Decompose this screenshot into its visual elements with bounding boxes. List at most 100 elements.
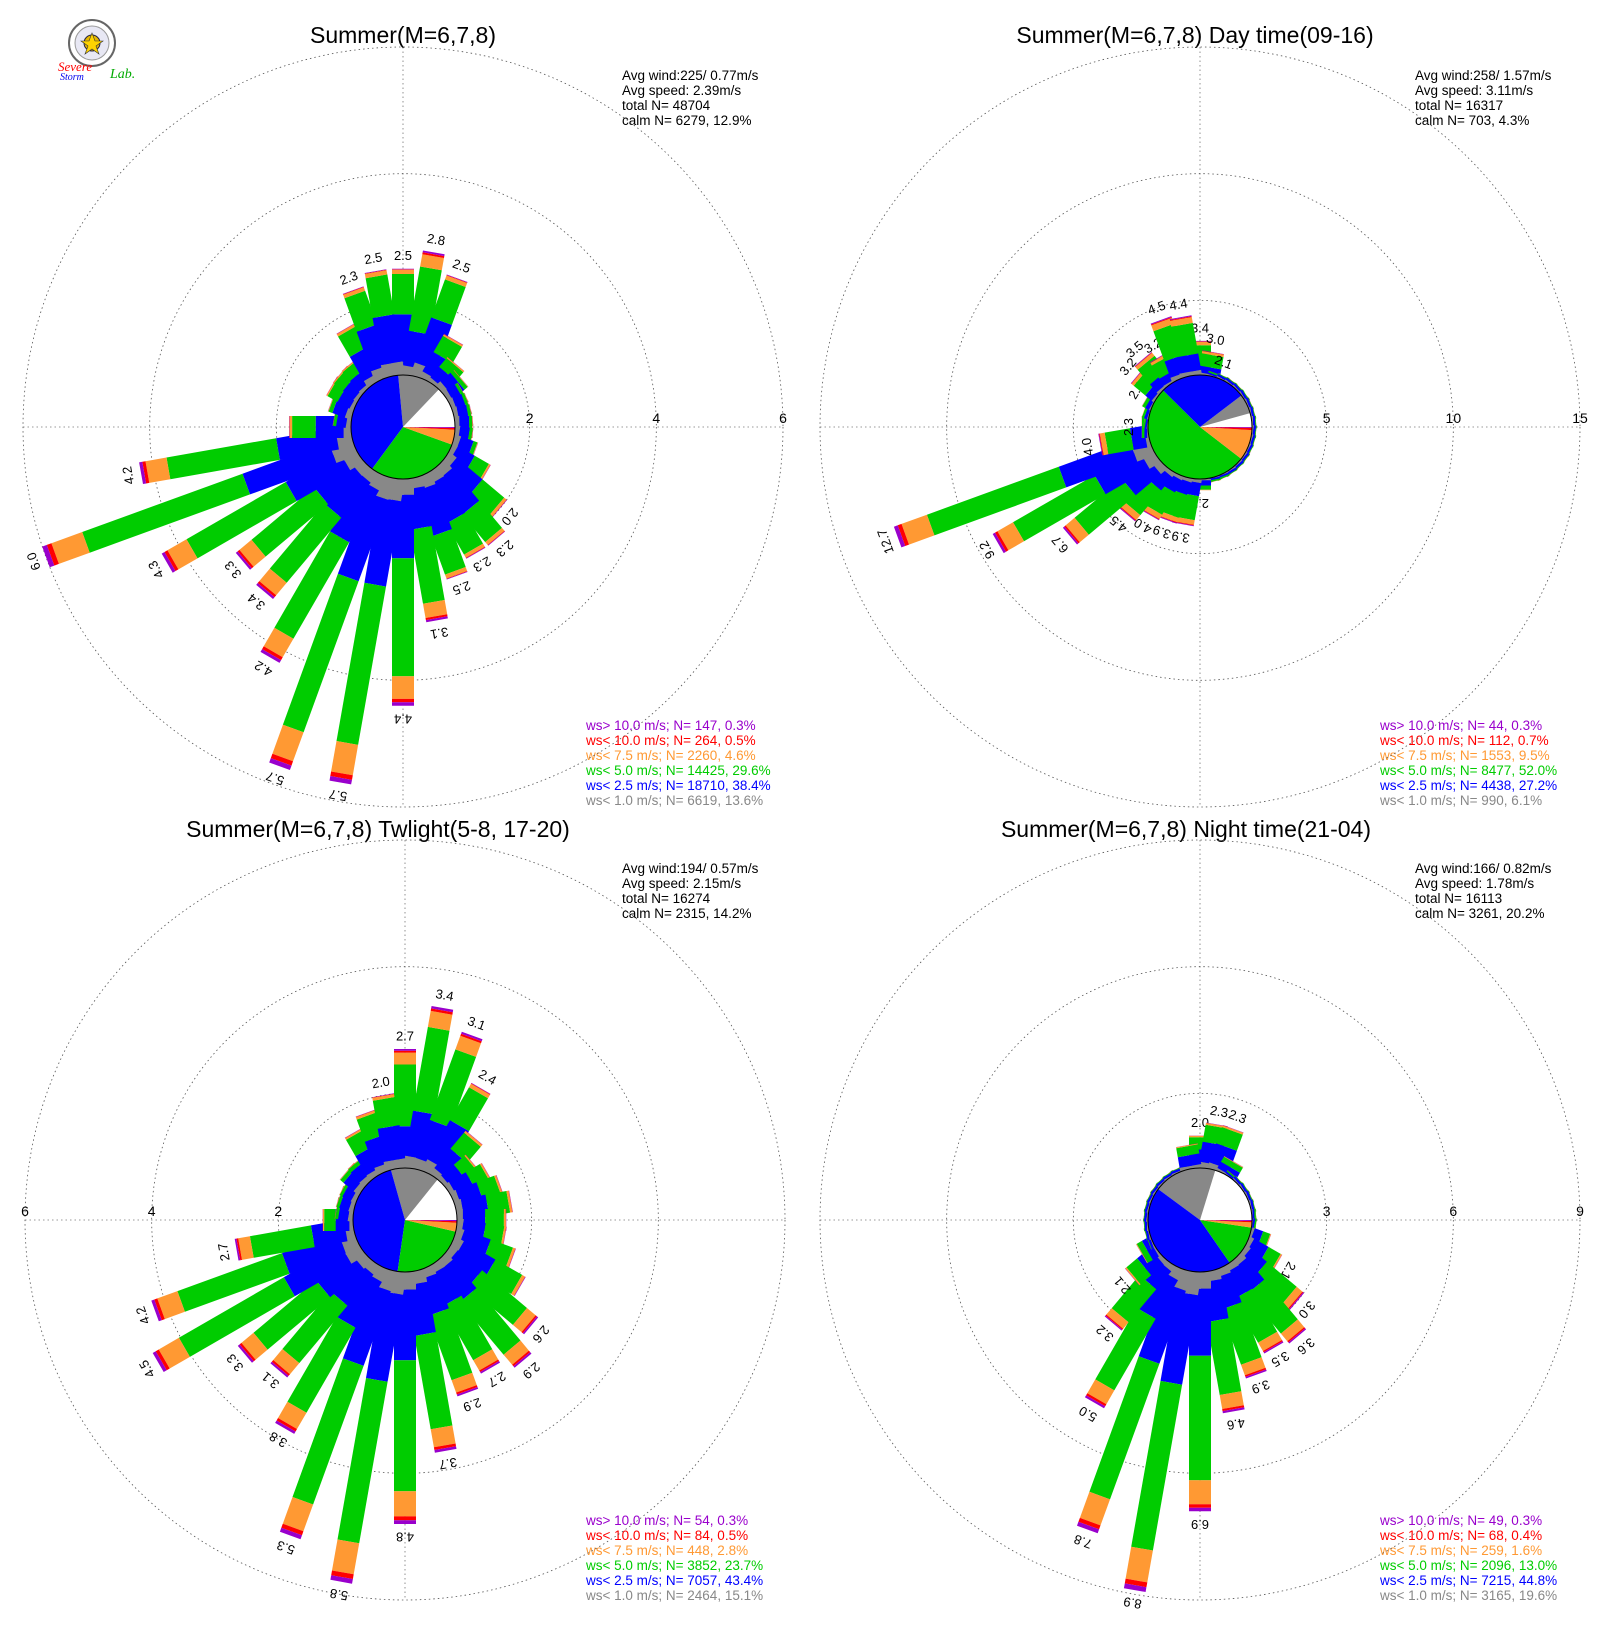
legend-lt2_5: ws< 2.5 m/s; N= 18710, 38.4% [585, 778, 771, 793]
ring-10 [946, 173, 1454, 681]
seg-gt-10 [330, 1575, 353, 1584]
seg-lt-7_5 [372, 1094, 395, 1101]
bar-dir-200 [1077, 1265, 1193, 1534]
seg-lt-5 [336, 582, 386, 745]
seg-lt-7_5 [355, 1109, 378, 1120]
pie-slice-calm [403, 389, 455, 427]
ring-4 [149, 173, 657, 681]
panel-summer-day: Summer(M=6,7,8) Day time(09-16) Avg wind… [819, 22, 1588, 808]
panel-summer-night: Summer(M=6,7,8) Night time(21-04) Avg wi… [819, 816, 1584, 1612]
seg-lt-5 [1199, 353, 1224, 370]
ring-15 [819, 46, 1581, 808]
seg-lt-10 [1172, 521, 1194, 526]
ring-label: 6 [779, 410, 787, 426]
seg-lt-5 [394, 1360, 416, 1492]
seg-lt-5 [282, 573, 359, 733]
seg-lt-7_5 [511, 1274, 525, 1296]
seg-gt-10 [502, 1226, 507, 1249]
seg-lt-10 [1248, 435, 1257, 457]
seg-lt-2_5 [1136, 1269, 1178, 1319]
panel-title: Summer(M=6,7,8) [310, 22, 496, 48]
ring-label: 4 [148, 1203, 156, 1219]
seg-lt-10 [239, 1342, 256, 1362]
seg-gt-10 [514, 1276, 526, 1296]
seg-lt-7_5 [1189, 1480, 1211, 1505]
bar-label: 2.3 [1227, 1106, 1249, 1126]
stats-block: Avg wind:194/ 0.57m/s Avg speed: 2.15m/s… [622, 861, 759, 921]
seg-lt-10 [392, 698, 414, 703]
seg-lt-5 [1189, 1355, 1211, 1481]
seg-lt-5 [365, 274, 395, 318]
ring-label: 2 [526, 410, 534, 426]
seg-lt-10 [331, 1570, 354, 1579]
ring-label: 6 [1449, 1203, 1457, 1219]
calm-pie-outline [1147, 374, 1253, 480]
bar-dir-200 [269, 472, 396, 770]
legend-gt10: ws> 10.0 m/s; N= 49, 0.3% [1379, 1513, 1542, 1528]
seg-lt-5 [1220, 1156, 1243, 1173]
legend-lt1: ws< 1.0 m/s; N= 6619, 13.6% [585, 793, 763, 808]
stat-avg-speed: Avg speed: 3.11m/s [1415, 83, 1533, 98]
seg-lt-5 [1136, 1240, 1153, 1263]
legend-gt10: ws> 10.0 m/s; N= 147, 0.3% [585, 718, 756, 733]
bar-dir-190 [1123, 1269, 1202, 1592]
seg-lt-2_5 [1177, 1153, 1202, 1168]
bar-label: 5.0 [1076, 1403, 1099, 1425]
seg-lt-5 [484, 1259, 523, 1294]
seg-lt-2_5 [364, 497, 401, 587]
ring-label: 6 [21, 1203, 29, 1219]
seg-lt-10 [281, 1523, 304, 1536]
seg-lt-10 [1189, 1504, 1211, 1508]
seg-lt-10 [1125, 1268, 1140, 1286]
legend-lt1: ws< 1.0 m/s; N= 990, 6.1% [1379, 793, 1542, 808]
seg-lt-5 [1206, 1318, 1242, 1395]
stat-total-n: total N= 48704 [622, 98, 711, 113]
severe-storm-lab-seal-icon [68, 19, 116, 67]
calm-pie-outline [350, 374, 456, 480]
stat-avg-wind: Avg wind:258/ 1.57m/s [1415, 68, 1552, 83]
wind-rose-plot: 3 6 92.02.32.32.13.03.63.53.94.66.98.97.85… [819, 839, 1584, 1612]
seg-lt-7_5 [1125, 1267, 1141, 1286]
seg-gt-10 [1098, 433, 1103, 456]
stat-avg-wind: Avg wind:166/ 0.82m/s [1415, 861, 1552, 876]
seg-lt-2_5 [283, 1244, 352, 1297]
seg-lt-7_5 [241, 1332, 268, 1360]
bar-label: 4.3 [145, 558, 167, 581]
seg-gt-10 [372, 1093, 394, 1098]
seg-gt-10 [444, 333, 464, 345]
seg-gt-10 [1118, 506, 1136, 522]
seg-gt-10 [1224, 1156, 1244, 1168]
seg-lt-7_5 [392, 269, 414, 274]
seg-lt-10 [443, 334, 464, 346]
seg-lt-10 [1170, 316, 1192, 321]
seg-lt-5 [431, 279, 466, 325]
seg-lt-7_5 [332, 1539, 360, 1575]
seg-lt-2_5 [1217, 1161, 1240, 1179]
seg-lt-7_5 [500, 1226, 507, 1249]
seg-gt-10 [1084, 1395, 1106, 1409]
seg-gt-10 [1155, 515, 1177, 524]
seg-lt-5 [177, 1253, 290, 1312]
seg-lt-10 [1156, 514, 1177, 523]
seg-lt-7_5 [394, 1052, 416, 1065]
pie-slice-ws-lt-2_5 [351, 375, 403, 469]
legend-lt2_5: ws< 2.5 m/s; N= 4438, 27.2% [1379, 778, 1557, 793]
seg-lt-5 [292, 1358, 364, 1505]
seg-gt-10 [1169, 315, 1192, 320]
seg-lt-7_5 [289, 416, 293, 438]
seg-gt-10 [151, 1299, 162, 1322]
seg-lt-7_5 [1219, 1391, 1244, 1409]
seg-lt-10 [995, 531, 1009, 552]
seg-lt-2_5 [414, 317, 452, 370]
seg-gt-10 [235, 551, 252, 570]
seg-lt-7_5 [505, 1247, 516, 1270]
seg-lt-1 [1179, 1164, 1202, 1171]
legend-lt5: ws< 5.0 m/s; N= 14425, 29.6% [585, 763, 771, 778]
seg-lt-7_5 [145, 457, 171, 483]
seg-lt-10 [897, 523, 909, 546]
seg-lt-10 [46, 543, 59, 566]
seg-lt-5 [410, 526, 445, 604]
seg-lt-5 [926, 466, 1067, 536]
seg-lt-10 [344, 1127, 365, 1139]
seg-gt-10 [893, 525, 906, 548]
